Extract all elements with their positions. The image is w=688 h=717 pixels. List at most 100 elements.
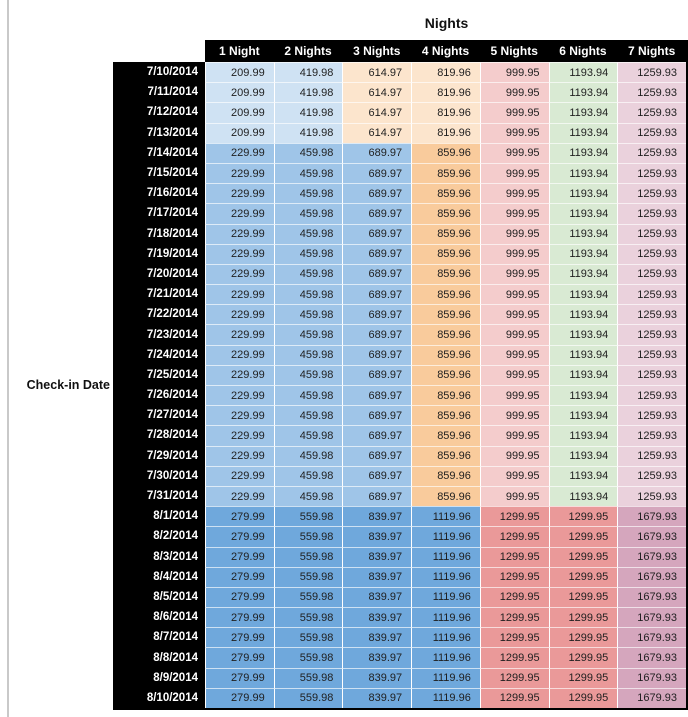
price-cell[interactable]: 839.97 [342,647,412,668]
price-cell[interactable]: 1193.94 [548,62,618,83]
column-header[interactable]: 6 Nights [548,40,618,62]
price-cell[interactable]: 859.96 [411,324,480,345]
price-cell[interactable]: 859.96 [411,183,480,204]
checkin-date-cell[interactable]: 7/30/2014 [113,465,205,486]
price-cell[interactable]: 1299.95 [479,566,549,587]
price-cell[interactable]: 559.98 [273,647,343,668]
price-cell[interactable]: 839.97 [342,627,412,648]
price-cell[interactable]: 559.98 [273,526,343,547]
price-cell[interactable]: 229.99 [205,364,274,385]
price-cell[interactable]: 279.99 [205,667,274,688]
price-cell[interactable]: 419.98 [273,82,343,103]
price-cell[interactable]: 689.97 [342,142,412,163]
checkin-date-cell[interactable]: 8/9/2014 [113,667,205,688]
price-cell[interactable]: 1299.95 [548,586,618,608]
price-cell[interactable]: 1119.96 [411,627,480,648]
price-cell[interactable]: 839.97 [342,546,412,567]
price-cell[interactable]: 279.99 [205,546,274,567]
price-cell[interactable]: 1193.94 [548,344,618,365]
price-cell[interactable]: 1259.93 [617,364,686,385]
price-cell[interactable]: 1679.93 [617,647,686,668]
checkin-date-cell[interactable]: 7/24/2014 [113,344,205,365]
price-cell[interactable]: 209.99 [205,122,274,143]
price-cell[interactable]: 1259.93 [617,385,686,406]
price-cell[interactable]: 999.95 [479,122,549,143]
price-cell[interactable]: 459.98 [273,284,343,305]
checkin-date-cell[interactable]: 7/11/2014 [113,82,205,103]
price-cell[interactable]: 1299.95 [548,566,618,587]
price-cell[interactable]: 689.97 [342,324,412,345]
price-cell[interactable]: 459.98 [273,304,343,325]
checkin-date-cell[interactable]: 7/12/2014 [113,102,205,123]
price-cell[interactable]: 559.98 [273,566,343,587]
price-cell[interactable]: 1193.94 [548,102,618,123]
price-cell[interactable]: 279.99 [205,566,274,587]
price-cell[interactable]: 1299.95 [479,647,549,668]
price-cell[interactable]: 1299.95 [548,546,618,567]
price-cell[interactable]: 229.99 [205,425,274,446]
price-cell[interactable]: 999.95 [479,82,549,103]
price-cell[interactable]: 1299.95 [479,607,549,628]
price-cell[interactable]: 229.99 [205,183,274,204]
price-cell[interactable]: 1679.93 [617,687,686,708]
price-cell[interactable]: 839.97 [342,687,412,708]
price-cell[interactable]: 1193.94 [548,183,618,204]
column-header[interactable]: 3 Nights [342,40,412,62]
price-cell[interactable]: 1259.93 [617,344,686,365]
price-cell[interactable]: 459.98 [273,465,343,486]
price-cell[interactable]: 999.95 [479,183,549,204]
price-cell[interactable]: 1259.93 [617,485,686,507]
price-cell[interactable]: 1679.93 [617,566,686,587]
price-cell[interactable]: 859.96 [411,243,480,264]
price-cell[interactable]: 859.96 [411,425,480,446]
price-cell[interactable]: 1299.95 [479,667,549,688]
price-cell[interactable]: 279.99 [205,687,274,708]
price-cell[interactable]: 1259.93 [617,162,686,184]
checkin-date-cell[interactable]: 8/8/2014 [113,647,205,668]
price-cell[interactable]: 859.96 [411,385,480,406]
checkin-date-cell[interactable]: 8/4/2014 [113,566,205,587]
price-cell[interactable]: 1299.95 [479,546,549,567]
price-cell[interactable]: 459.98 [273,263,343,285]
price-cell[interactable]: 1193.94 [548,485,618,507]
price-cell[interactable]: 419.98 [273,102,343,123]
price-cell[interactable]: 689.97 [342,445,412,466]
price-cell[interactable]: 1679.93 [617,526,686,547]
price-cell[interactable]: 459.98 [273,162,343,184]
price-cell[interactable]: 999.95 [479,62,549,83]
price-cell[interactable]: 859.96 [411,162,480,184]
price-cell[interactable]: 1193.94 [548,465,618,486]
price-cell[interactable]: 999.95 [479,485,549,507]
price-cell[interactable]: 859.96 [411,405,480,426]
price-cell[interactable]: 689.97 [342,344,412,365]
price-cell[interactable]: 839.97 [342,526,412,547]
price-cell[interactable]: 689.97 [342,223,412,244]
price-cell[interactable]: 1259.93 [617,223,686,244]
price-cell[interactable]: 689.97 [342,405,412,426]
price-cell[interactable]: 614.97 [342,62,412,83]
price-cell[interactable]: 999.95 [479,364,549,385]
price-cell[interactable]: 999.95 [479,102,549,123]
price-cell[interactable]: 999.95 [479,385,549,406]
price-cell[interactable]: 689.97 [342,284,412,305]
price-cell[interactable]: 1299.95 [479,526,549,547]
price-cell[interactable]: 459.98 [273,243,343,264]
price-cell[interactable]: 999.95 [479,223,549,244]
price-cell[interactable]: 1679.93 [617,506,686,527]
price-cell[interactable]: 1299.95 [479,586,549,608]
checkin-date-cell[interactable]: 8/2/2014 [113,526,205,547]
price-cell[interactable]: 459.98 [273,445,343,466]
checkin-date-cell[interactable]: 8/5/2014 [113,586,205,608]
price-cell[interactable]: 1119.96 [411,506,480,527]
price-cell[interactable]: 1679.93 [617,667,686,688]
checkin-date-cell[interactable]: 7/18/2014 [113,223,205,244]
price-cell[interactable]: 1193.94 [548,425,618,446]
checkin-date-cell[interactable]: 8/1/2014 [113,506,205,527]
price-cell[interactable]: 559.98 [273,546,343,567]
column-header[interactable]: 5 Nights [479,40,549,62]
price-cell[interactable]: 1259.93 [617,102,686,123]
price-cell[interactable]: 689.97 [342,203,412,224]
price-cell[interactable]: 229.99 [205,162,274,184]
checkin-date-cell[interactable]: 7/15/2014 [113,162,205,184]
price-cell[interactable]: 229.99 [205,263,274,285]
